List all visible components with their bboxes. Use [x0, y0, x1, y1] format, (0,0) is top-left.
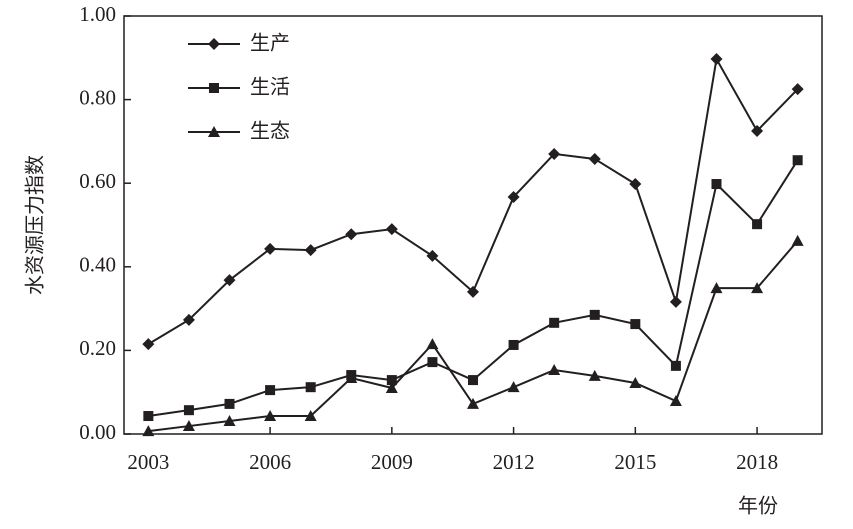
- x-tick-label: 2003: [127, 450, 169, 474]
- diamond-marker: [304, 244, 317, 257]
- square-marker: [670, 360, 681, 371]
- square-marker: [183, 405, 194, 416]
- square-marker: [224, 398, 235, 409]
- diamond-marker: [669, 295, 682, 308]
- diamond-marker: [588, 152, 601, 165]
- diamond-marker: [142, 338, 155, 351]
- x-tick-label: 2006: [249, 450, 291, 474]
- diamond-marker: [182, 313, 195, 326]
- triangle-marker: [629, 377, 642, 389]
- triangle-marker: [507, 381, 520, 393]
- square-marker: [209, 83, 219, 93]
- square-marker: [265, 385, 276, 396]
- x-tick-label: 2009: [371, 450, 413, 474]
- y-tick-label: 1.00: [79, 2, 116, 26]
- diamond-marker: [507, 190, 520, 203]
- square-marker: [630, 319, 641, 330]
- diamond-marker: [385, 223, 398, 236]
- square-marker: [305, 382, 316, 393]
- diamond-marker: [264, 242, 277, 255]
- y-tick-label: 0.00: [79, 420, 116, 444]
- square-marker: [143, 411, 154, 422]
- diamond-marker: [629, 178, 642, 191]
- square-marker: [386, 375, 397, 386]
- triangle-marker: [710, 282, 723, 294]
- diamond-marker: [208, 38, 220, 50]
- triangle-marker: [751, 282, 764, 294]
- diamond-marker: [426, 249, 439, 262]
- triangle-marker: [142, 425, 155, 437]
- triangle-marker: [264, 410, 277, 422]
- square-marker: [468, 375, 478, 386]
- diamond-marker: [710, 53, 723, 66]
- square-marker: [427, 357, 438, 368]
- square-marker: [508, 339, 519, 350]
- diamond-marker: [548, 147, 561, 160]
- triangle-marker: [791, 234, 804, 246]
- triangle-marker: [426, 338, 439, 350]
- triangle-marker: [223, 415, 236, 427]
- y-tick-label: 0.20: [79, 336, 116, 360]
- y-tick-label: 0.40: [79, 253, 116, 277]
- legend-label: 生产: [250, 31, 290, 55]
- triangle-marker: [669, 394, 682, 406]
- triangle-marker: [588, 369, 601, 381]
- triangle-marker: [467, 397, 479, 409]
- triangle-marker: [182, 420, 195, 432]
- square-marker: [549, 317, 560, 328]
- triangle-marker: [345, 371, 358, 383]
- series-line: [147, 56, 799, 345]
- triangle-marker: [208, 126, 220, 137]
- triangle-marker: [304, 410, 317, 422]
- x-tick-label: 2015: [614, 450, 656, 474]
- y-tick-label: 0.80: [79, 85, 116, 109]
- diamond-marker: [791, 83, 804, 96]
- diamond-marker: [345, 228, 358, 241]
- legend-label: 生态: [250, 119, 290, 143]
- diamond-marker: [751, 124, 764, 137]
- square-marker: [589, 309, 600, 320]
- diamond-marker: [223, 274, 236, 287]
- diamond-marker: [467, 285, 479, 298]
- legend-label: 生活: [250, 75, 290, 99]
- y-axis-label: 水资源压力指数: [23, 155, 47, 295]
- y-tick-label: 0.60: [79, 169, 116, 193]
- triangle-marker: [385, 382, 398, 394]
- square-marker: [752, 219, 763, 230]
- x-tick-label: 2018: [736, 450, 778, 474]
- plot-frame: [123, 15, 823, 435]
- square-marker: [792, 155, 803, 166]
- triangle-marker: [548, 364, 561, 376]
- square-marker: [711, 179, 722, 190]
- x-tick-label: 2012: [493, 450, 535, 474]
- x-axis-label: 年份: [738, 494, 778, 518]
